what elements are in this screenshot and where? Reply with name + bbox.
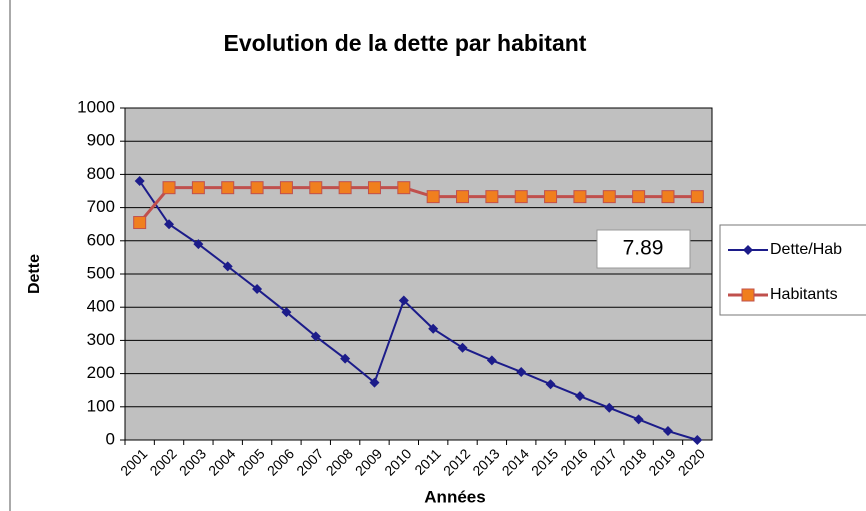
x-tick-label: 2007 xyxy=(293,445,326,478)
annotation-box xyxy=(596,229,691,269)
y-tick-label: 100 xyxy=(87,396,115,415)
point-marker xyxy=(485,190,499,204)
point-marker xyxy=(604,402,615,413)
point-marker xyxy=(369,377,380,388)
legend-label: Habitants xyxy=(770,286,838,303)
point-marker xyxy=(338,181,352,195)
series-line xyxy=(138,180,698,441)
x-tick-label: 2004 xyxy=(205,445,238,478)
x-tick-label: 2010 xyxy=(381,445,414,478)
point-marker xyxy=(279,181,293,195)
y-axis-label: Dette xyxy=(26,254,43,294)
point-marker xyxy=(222,261,233,272)
point-marker xyxy=(252,283,263,294)
y-tick-label: 800 xyxy=(87,164,115,183)
x-tick-label: 2001 xyxy=(117,445,150,478)
point-marker xyxy=(457,342,468,353)
point-marker xyxy=(309,181,323,195)
point-marker xyxy=(134,176,145,187)
point-marker xyxy=(428,323,439,334)
legend-label: Dette/Hab xyxy=(770,241,842,258)
x-tick-label: 2008 xyxy=(323,445,356,478)
x-tick-label: 2018 xyxy=(616,445,649,478)
legend-marker xyxy=(741,288,755,302)
point-marker xyxy=(456,190,470,204)
point-marker xyxy=(574,391,585,402)
point-marker xyxy=(486,355,497,366)
point-marker xyxy=(662,426,673,437)
point-marker xyxy=(516,366,527,377)
x-tick-label: 2016 xyxy=(557,445,590,478)
y-tick-label: 600 xyxy=(87,230,115,249)
point-marker xyxy=(661,190,675,204)
point-marker xyxy=(340,353,351,364)
x-tick-label: 2015 xyxy=(528,445,561,478)
x-tick-label: 2013 xyxy=(469,445,502,478)
y-tick-label: 500 xyxy=(87,263,115,282)
point-marker xyxy=(633,414,644,425)
y-tick-label: 900 xyxy=(87,131,115,150)
y-tick-label: 0 xyxy=(106,429,115,448)
x-tick-label: 2012 xyxy=(440,445,473,478)
x-tick-label: 2003 xyxy=(176,445,209,478)
chart-title: Evolution de la dette par habitant xyxy=(224,30,587,56)
point-marker xyxy=(164,219,175,230)
y-tick-label: 300 xyxy=(87,330,115,349)
x-tick-label: 2006 xyxy=(264,445,297,478)
point-marker xyxy=(545,379,556,390)
point-marker xyxy=(193,239,204,250)
x-tick-label: 2005 xyxy=(234,445,267,478)
point-marker xyxy=(221,181,235,195)
y-tick-label: 400 xyxy=(87,297,115,316)
x-tick-label: 2009 xyxy=(352,445,385,478)
point-marker xyxy=(250,181,264,195)
point-marker xyxy=(367,181,381,195)
point-marker xyxy=(398,295,409,306)
point-marker xyxy=(426,190,440,204)
point-marker xyxy=(310,331,321,342)
point-marker xyxy=(162,181,176,195)
x-axis-label: Années xyxy=(424,487,485,506)
point-marker xyxy=(397,181,411,195)
point-marker xyxy=(191,181,205,195)
y-tick-label: 1000 xyxy=(77,97,115,116)
point-marker xyxy=(544,190,558,204)
point-marker xyxy=(690,190,704,204)
point-marker xyxy=(133,216,147,230)
x-tick-label: 2017 xyxy=(587,445,620,478)
point-marker xyxy=(632,190,646,204)
point-marker xyxy=(573,190,587,204)
point-marker xyxy=(281,307,292,318)
point-marker xyxy=(692,435,703,445)
legend-marker xyxy=(743,245,753,255)
x-tick-label: 2011 xyxy=(411,445,444,478)
y-tick-label: 200 xyxy=(87,363,115,382)
x-tick-label: 2020 xyxy=(675,445,708,478)
x-tick-label: 2002 xyxy=(146,445,179,478)
x-tick-label: 2019 xyxy=(645,445,678,478)
annotation: 7.89 xyxy=(623,237,664,260)
y-tick-label: 700 xyxy=(87,197,115,216)
point-marker xyxy=(602,190,616,204)
point-marker xyxy=(514,190,528,204)
x-tick-label: 2014 xyxy=(499,445,532,478)
